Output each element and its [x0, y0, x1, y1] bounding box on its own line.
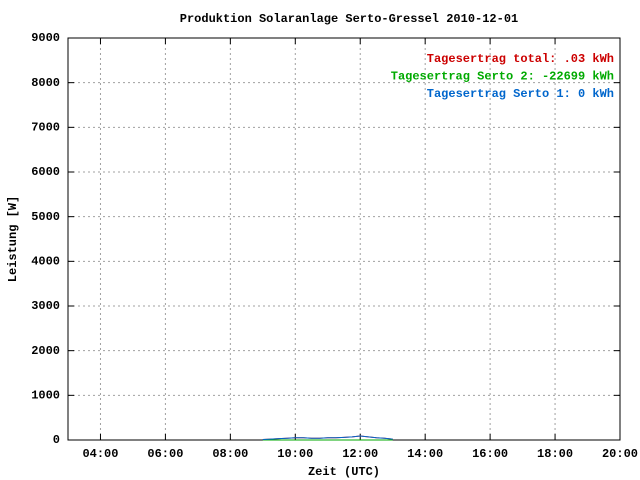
- y-tick-label: 8000: [31, 76, 60, 90]
- x-tick-label: 10:00: [277, 447, 313, 461]
- legend-entry: Tagesertrag Serto 2: -22699 kWh: [391, 70, 614, 84]
- chart-title: Produktion Solaranlage Serto-Gressel 201…: [180, 12, 518, 26]
- legend-entry: Tagesertrag total: .03 kWh: [427, 52, 614, 66]
- series-line: [262, 435, 393, 441]
- x-tick-label: 08:00: [212, 447, 248, 461]
- y-tick-label: 6000: [31, 165, 60, 179]
- x-tick-label: 06:00: [147, 447, 183, 461]
- y-axis-label: Leistung [W]: [6, 196, 20, 282]
- x-tick-label: 14:00: [407, 447, 443, 461]
- legend-entry: Tagesertrag Serto 1: 0 kWh: [427, 87, 614, 101]
- x-tick-label: 20:00: [602, 447, 638, 461]
- y-tick-label: 1000: [31, 389, 60, 403]
- y-tick-label: 7000: [31, 121, 60, 135]
- y-tick-label: 9000: [31, 31, 60, 45]
- x-tick-label: 18:00: [537, 447, 573, 461]
- y-tick-label: 4000: [31, 255, 60, 269]
- y-tick-label: 5000: [31, 210, 60, 224]
- x-tick-label: 16:00: [472, 447, 508, 461]
- y-tick-label: 3000: [31, 299, 60, 313]
- y-tick-label: 2000: [31, 344, 60, 358]
- x-tick-label: 12:00: [342, 447, 378, 461]
- y-tick-label: 0: [53, 433, 60, 447]
- x-axis-label: Zeit (UTC): [308, 465, 380, 479]
- x-tick-label: 04:00: [82, 447, 118, 461]
